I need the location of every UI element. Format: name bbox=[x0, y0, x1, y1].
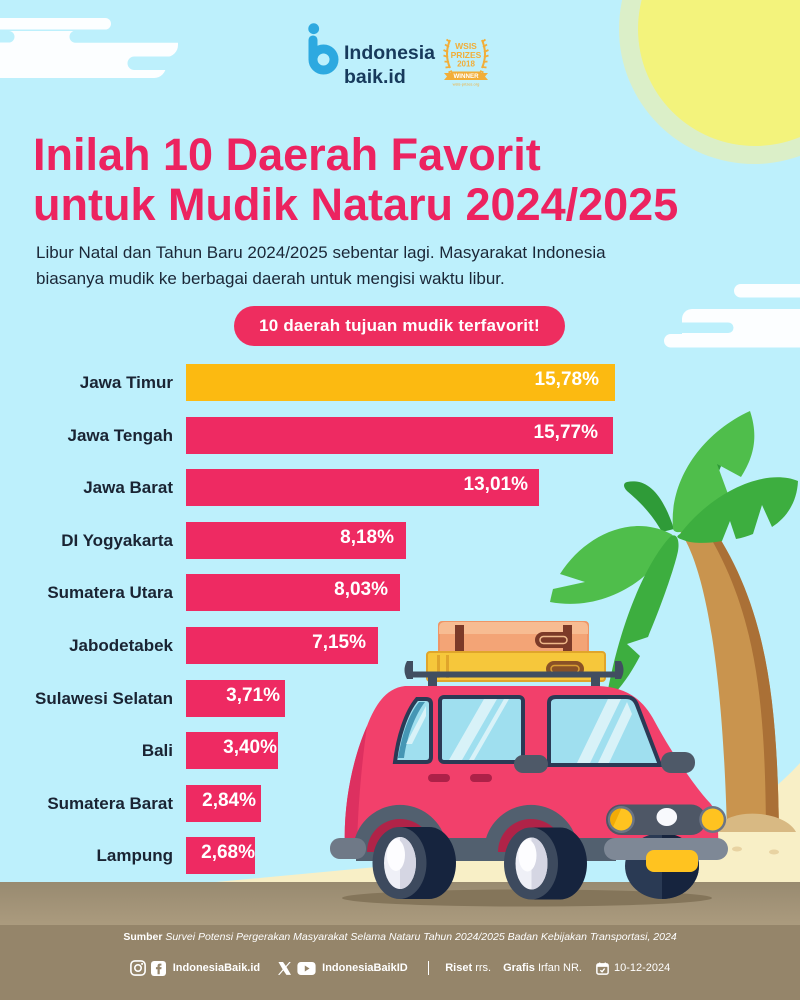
svg-text:2018: 2018 bbox=[457, 60, 475, 69]
svg-text:wsis-prizes.org: wsis-prizes.org bbox=[453, 82, 480, 87]
svg-text:WSIS: WSIS bbox=[455, 41, 477, 51]
svg-text:PRIZES: PRIZES bbox=[451, 50, 482, 60]
svg-text:baik.id: baik.id bbox=[344, 66, 406, 88]
svg-text:WINNER: WINNER bbox=[453, 73, 479, 80]
svg-text:Indonesia: Indonesia bbox=[344, 42, 435, 64]
